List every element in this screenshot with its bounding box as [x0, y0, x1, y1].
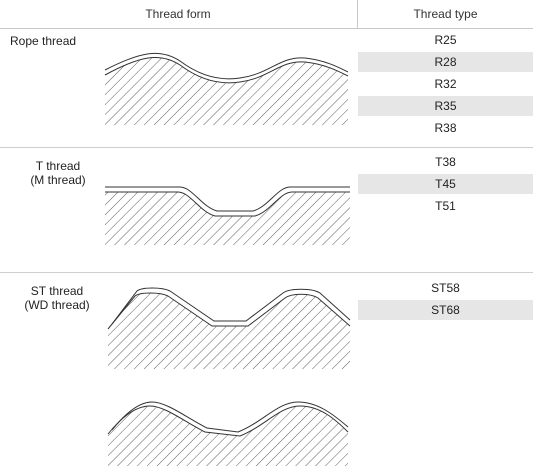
row-label-line: Rope thread: [10, 34, 77, 48]
row-divider: [0, 147, 533, 148]
row-label-st: ST thread (WD thread): [12, 284, 102, 312]
rope-thread-profile: [104, 52, 349, 125]
table-header: Thread form Thread type: [0, 0, 533, 29]
type-item: ST58: [431, 281, 460, 295]
row-divider: [0, 272, 533, 273]
type-item: T51: [435, 199, 456, 213]
type-item: R32: [434, 77, 457, 91]
type-item: T45: [358, 174, 533, 194]
t-thread-profile: [105, 186, 350, 245]
type-list-t: T38 T45 T51: [358, 152, 533, 218]
type-item: R28: [358, 52, 533, 72]
st-thread-profile-upper: [107, 287, 351, 369]
row-label-rope: Rope thread: [10, 34, 100, 48]
header-thread-form: Thread form: [145, 7, 211, 21]
type-item: R35: [358, 96, 533, 116]
type-item: ST68: [358, 300, 533, 320]
type-item: R38: [434, 121, 457, 135]
row-label-line: ST thread: [30, 284, 84, 298]
row-label-line: (M thread): [30, 173, 86, 187]
header-divider: [357, 0, 358, 28]
type-list-st: ST58 ST68: [358, 278, 533, 322]
type-list-rope: R25 R28 R32 R35 R38: [358, 30, 533, 140]
st-thread-profile-lower: [107, 401, 349, 466]
header-thread-type: Thread type: [413, 7, 478, 21]
type-item: R25: [434, 33, 457, 47]
row-label-line: (WD thread): [24, 298, 90, 312]
row-label-line: T thread: [35, 159, 81, 173]
type-item: T38: [435, 155, 456, 169]
row-label-t: T thread (M thread): [18, 159, 98, 187]
